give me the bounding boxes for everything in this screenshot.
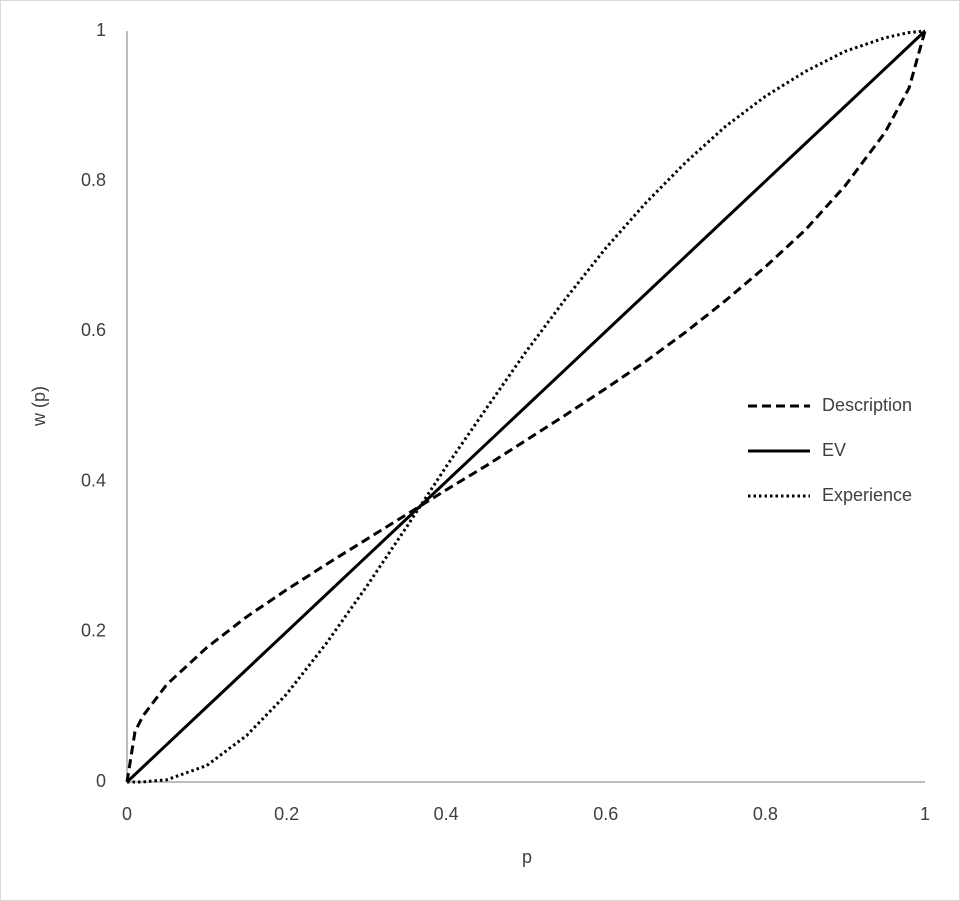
x-tick-label: 0.8	[753, 804, 778, 824]
x-tick-label: 0	[122, 804, 132, 824]
series-line	[125, 30, 927, 783]
legend-label: EV	[822, 440, 846, 460]
y-tick-label: 1	[96, 20, 106, 40]
legend-label: Description	[822, 395, 912, 415]
x-tick-label: 0.4	[434, 804, 459, 824]
series-line	[127, 29, 926, 784]
y-tick-label: 0.4	[81, 470, 106, 490]
y-tick-label: 0.6	[81, 320, 106, 340]
y-tick-label: 0.8	[81, 170, 106, 190]
x-axis-label: p	[522, 847, 532, 867]
x-tick-label: 0.2	[274, 804, 299, 824]
y-axis-label: w (p)	[29, 386, 49, 427]
legend-label: Experience	[822, 485, 912, 505]
y-tick-label: 0	[96, 771, 106, 791]
x-tick-label: 1	[920, 804, 930, 824]
x-tick-label: 0.6	[593, 804, 618, 824]
y-tick-label: 0.2	[81, 621, 106, 641]
series-line	[125, 29, 927, 784]
